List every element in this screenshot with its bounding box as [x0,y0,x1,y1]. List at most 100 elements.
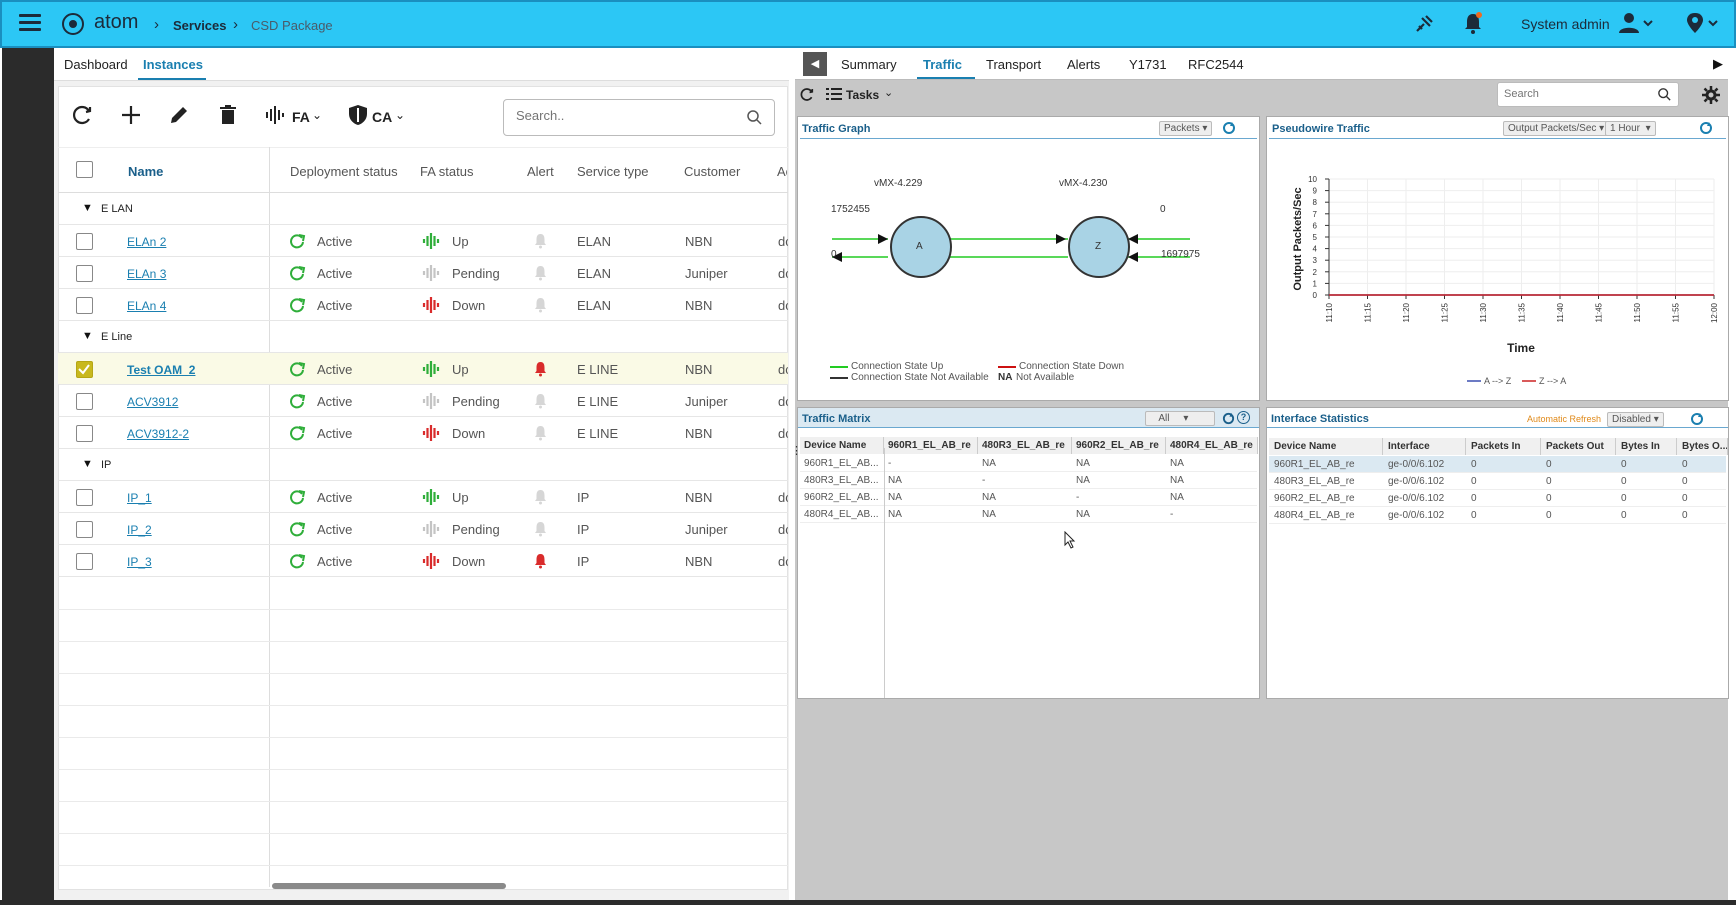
panel-refresh-icon[interactable] [1222,412,1235,428]
menu-icon[interactable] [19,10,41,35]
tab-summary[interactable]: Summary [841,57,897,72]
traffic-matrix-header-cell[interactable]: 960R1_EL_AB_re [884,437,978,454]
node-z[interactable] [1068,216,1130,278]
pseudowire-range-select[interactable]: 1 Hour ▾ [1605,121,1656,136]
table-row[interactable] [58,289,788,321]
interface-stats-header-cell[interactable]: Packets In [1466,438,1541,455]
col-alert-header[interactable]: Alert [527,164,554,179]
fa-filter-label[interactable]: FA [292,109,310,125]
edit-icon[interactable] [168,104,190,129]
refresh-icon[interactable] [800,87,815,105]
chevron-down-icon[interactable]: ⌄ [884,87,894,99]
row-checkbox[interactable] [76,489,93,506]
col-fa-status-header[interactable]: FA status [420,164,474,179]
search-icon[interactable] [747,110,762,128]
tab-alerts[interactable]: Alerts [1067,57,1101,72]
breadcrumb-csd-package[interactable]: CSD Package [251,18,333,33]
tab-dashboard[interactable]: Dashboard [64,57,128,72]
delete-icon[interactable] [218,104,238,129]
settings-gear-icon[interactable] [1702,86,1720,107]
tab-rfc2544[interactable]: RFC2544 [1188,57,1244,72]
instance-name-link[interactable]: IP_3 [127,555,152,569]
table-row[interactable] [58,481,788,513]
interface-stats-selected-row[interactable] [1269,456,1726,472]
row-checkbox[interactable] [76,361,93,378]
tasks-menu[interactable]: Tasks [846,88,880,102]
row-checkbox[interactable] [76,233,93,250]
ca-filter-label[interactable]: CA [372,109,393,125]
alert-bell-icon[interactable] [533,553,548,572]
chevron-down-icon[interactable]: ⌄ [312,108,323,122]
group-header-row[interactable] [58,449,788,481]
traffic-graph-unit-select[interactable]: Packets ▾ [1159,121,1213,136]
instance-name-link[interactable]: Test OAM_2 [127,363,196,377]
collapse-left-icon[interactable]: ◀ [803,52,827,76]
instances-search-input[interactable] [516,108,736,123]
col-service-type-header[interactable]: Service type [577,164,649,179]
breadcrumb-services[interactable]: Services [173,18,227,33]
instance-name-link[interactable]: ACV3912 [127,395,179,409]
table-row[interactable] [58,385,788,417]
row-checkbox[interactable] [76,393,93,410]
shield-icon[interactable] [347,104,369,129]
panel-refresh-icon[interactable] [1690,412,1704,429]
instances-search-field[interactable] [503,99,775,136]
alert-bell-icon[interactable] [533,393,548,412]
interface-stats-header-cell[interactable]: Device Name [1269,438,1383,455]
col-deployment-status-header[interactable]: Deployment status [290,164,398,179]
location-pin-icon[interactable] [1685,11,1725,38]
alert-bell-icon[interactable] [533,361,548,380]
col-ac-header[interactable]: Ac [777,164,787,179]
row-checkbox[interactable] [76,297,93,314]
row-checkbox[interactable] [76,265,93,282]
help-icon[interactable]: ? [1237,411,1250,424]
add-icon[interactable] [120,104,142,129]
fa-filter-icon[interactable] [265,104,291,129]
tab-instances[interactable]: Instances [143,57,203,72]
row-checkbox[interactable] [76,521,93,538]
interface-stats-header-cell[interactable]: Bytes In [1616,438,1677,455]
traffic-matrix-header-cell[interactable]: 480R3_EL_AB_re [978,437,1072,454]
interface-stats-header-cell[interactable]: Bytes O... [1677,438,1728,455]
alert-bell-icon[interactable] [533,233,548,252]
table-row[interactable] [58,545,788,577]
group-header-row[interactable] [58,193,788,225]
table-row[interactable] [58,417,788,449]
traffic-matrix-header-cell[interactable]: 960R2_EL_AB_re [1072,437,1166,454]
instance-name-link[interactable]: ACV3912-2 [127,427,190,441]
table-row[interactable] [58,513,788,545]
panel-refresh-icon[interactable] [1699,121,1713,138]
instance-name-link[interactable]: IP_2 [127,523,152,537]
chevron-down-icon[interactable]: ⌄ [395,108,406,122]
alert-bell-icon[interactable] [533,265,548,284]
collapse-triangle-icon[interactable]: ▼ [82,458,93,470]
logo-text[interactable]: atom [94,11,139,33]
alert-bell-icon[interactable] [533,521,548,540]
alert-bell-icon[interactable] [533,425,548,444]
table-row[interactable] [58,225,788,257]
collapse-triangle-icon[interactable]: ▼ [82,202,93,214]
group-header-row[interactable] [58,321,788,353]
instance-name-link[interactable]: IP_1 [127,491,152,505]
tab-transport[interactable]: Transport [986,57,1042,72]
horizontal-scrollbar-thumb[interactable] [272,883,506,889]
drag-handle-icon[interactable]: ⋮ [791,445,802,457]
interface-stats-header-cell[interactable]: Interface [1383,438,1466,455]
collapse-triangle-icon[interactable]: ▼ [82,330,93,342]
pseudowire-metric-select[interactable]: Output Packets/Sec ▾ [1503,121,1610,136]
search-icon[interactable] [1658,88,1671,104]
right-search-field[interactable] [1497,82,1679,107]
user-name[interactable]: System admin [1521,16,1610,32]
instance-name-link[interactable]: ELAn 3 [127,267,167,281]
refresh-icon[interactable] [72,104,94,132]
alert-bell-icon[interactable] [533,297,548,316]
tab-y1731[interactable]: Y1731 [1129,57,1167,72]
tab-traffic[interactable]: Traffic [923,57,963,72]
scroll-right-icon[interactable]: ▶ [1713,56,1723,71]
right-search-input[interactable] [1504,88,1644,100]
alert-bell-icon[interactable] [533,489,548,508]
traffic-matrix-header-cell[interactable]: 480R4_EL_AB_re [1166,437,1258,454]
node-a[interactable] [890,216,952,278]
user-avatar-icon[interactable] [1618,11,1658,38]
instance-name-link[interactable]: ELAn 4 [127,299,167,313]
